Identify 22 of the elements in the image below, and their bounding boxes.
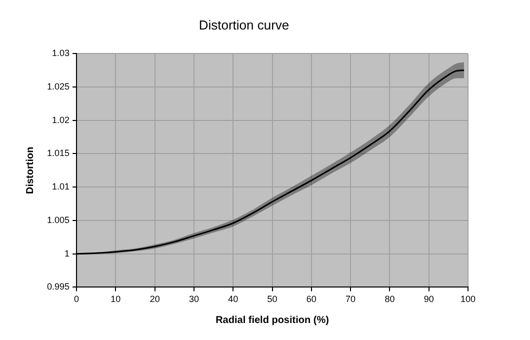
y-axis-title: Distortion <box>24 146 36 194</box>
x-tick-label: 90 <box>424 294 434 304</box>
x-tick-label: 30 <box>188 294 199 304</box>
y-tick-label: 1.015 <box>46 148 70 158</box>
x-tick-label: 40 <box>228 294 238 304</box>
x-tick-label: 70 <box>346 294 356 304</box>
y-tick-label: 0.995 <box>46 282 70 292</box>
x-tick-label: 100 <box>460 294 476 304</box>
chart-title: Distortion curve <box>198 17 290 32</box>
y-tick-label: 1.025 <box>46 81 70 92</box>
x-tick-label: 80 <box>384 294 395 304</box>
y-tick-label: 1.01 <box>52 182 70 192</box>
y-tick-label: 1.02 <box>52 114 70 125</box>
y-tick-label: 1.005 <box>46 214 70 225</box>
x-tick-label: 0 <box>74 294 80 304</box>
x-tick-label: 60 <box>306 294 316 304</box>
x-tick-label: 50 <box>267 294 278 304</box>
x-tick-label: 10 <box>110 294 121 304</box>
x-axis-title: Radial field position (%) <box>216 314 329 326</box>
y-tick-label: 1.03 <box>52 48 70 58</box>
x-tick-label: 20 <box>150 294 160 304</box>
y-tick-label: 1 <box>64 248 70 258</box>
